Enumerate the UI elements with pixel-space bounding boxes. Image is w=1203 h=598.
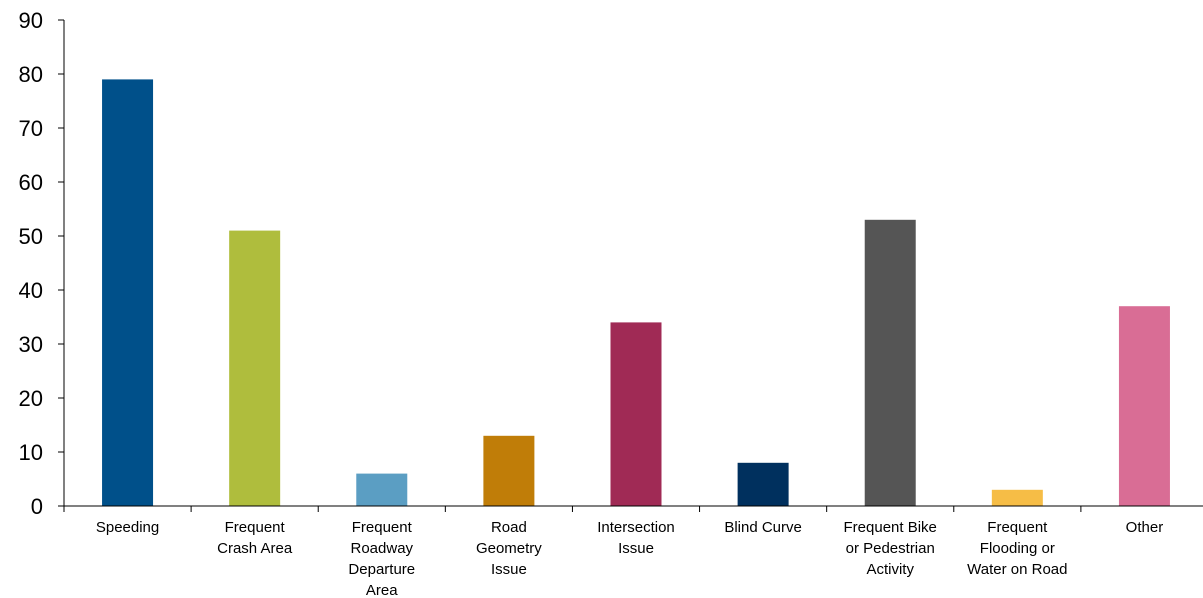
y-tick-label: 20 — [19, 386, 43, 411]
x-tick-label-line: Area — [366, 582, 398, 598]
x-tick-label: Intersection Issue — [597, 519, 675, 557]
x-tick-label-line: Frequent Bike — [844, 519, 937, 536]
x-tick-label-line: Frequent — [987, 519, 1048, 536]
x-tick-label: Frequent Crash Area — [217, 519, 293, 557]
y-tick-label: 80 — [19, 62, 43, 87]
y-tick-label: 90 — [19, 8, 43, 33]
x-tick-label: Other — [1126, 519, 1164, 536]
bar — [737, 462, 789, 506]
x-tick-label: Speeding — [96, 519, 159, 536]
bars — [102, 79, 1170, 507]
x-tick-label: Frequent Bike or Pedestrian Activity — [844, 519, 937, 578]
y-tick-label: 40 — [19, 278, 43, 303]
bar — [864, 219, 916, 507]
bar — [610, 322, 662, 506]
y-tick-label: 30 — [19, 332, 43, 357]
x-tick-label-line: Issue — [491, 561, 527, 578]
bar — [356, 473, 408, 506]
x-tick-label-line: Frequent — [225, 519, 286, 536]
x-tick-label-line: Blind Curve — [724, 519, 802, 536]
x-tick-label: Blind Curve — [724, 519, 802, 536]
x-tick-label-line: or Pedestrian — [846, 540, 935, 557]
x-tick-label: Frequent Roadway Departure Area — [348, 519, 415, 598]
bar — [229, 230, 281, 506]
x-tick-label-line: Activity — [866, 561, 914, 578]
x-tick-label-line: Water on Road — [967, 561, 1067, 578]
y-axis: 0 10 20 30 40 50 60 70 80 90 — [19, 8, 65, 519]
x-tick-label-line: Other — [1126, 519, 1164, 536]
y-tick-label: 50 — [19, 224, 43, 249]
x-tick-label-line: Geometry — [476, 540, 542, 557]
x-tick-label-line: Road — [491, 519, 527, 536]
y-tick-label: 10 — [19, 440, 43, 465]
x-tick-label-line: Crash Area — [217, 540, 293, 557]
x-tick-label: Frequent Flooding or Water on Road — [967, 519, 1067, 578]
y-tick-label: 60 — [19, 170, 43, 195]
x-tick-label-line: Flooding or — [980, 540, 1055, 557]
y-tick-label: 70 — [19, 116, 43, 141]
bar — [483, 435, 535, 506]
x-tick-label-line: Issue — [618, 540, 654, 557]
y-tick-label: 0 — [31, 494, 43, 519]
x-tick-label-line: Frequent — [352, 519, 413, 536]
bar — [991, 489, 1043, 506]
x-tick-label-line: Roadway — [351, 540, 414, 557]
x-tick-label: Road Geometry Issue — [476, 519, 542, 578]
x-tick-label-line: Speeding — [96, 519, 159, 536]
x-tick-label-line: Intersection — [597, 519, 675, 536]
bar — [102, 79, 154, 507]
bar — [1118, 306, 1170, 506]
x-tick-label-line: Departure — [348, 561, 415, 578]
x-axis: Speeding Frequent Crash Area Frequent Roadwa… — [63, 505, 1203, 598]
